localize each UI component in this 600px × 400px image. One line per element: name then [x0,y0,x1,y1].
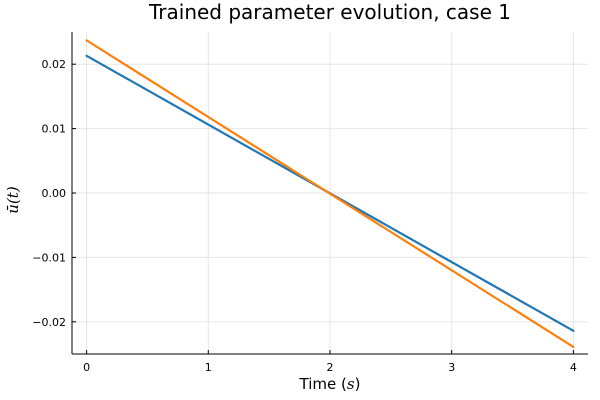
x-axis-label-unit: s [347,375,355,393]
y-axis-label: ū(t) [4,186,22,214]
y-tick-label-4: 0.02 [42,58,67,71]
y-tick-label-3: 0.01 [42,123,67,136]
x-tick-label-2: 2 [327,361,334,374]
ticks-layer: 0 1 2 3 4 −0.02 −0.01 0.00 0.01 0.02 [32,58,577,374]
x-tick-label-3: 3 [448,361,455,374]
y-tick-label-0: −0.02 [32,316,66,329]
x-tick-label-1: 1 [205,361,212,374]
y-tick-label-1: −0.01 [32,251,66,264]
series-layer [85,39,575,349]
x-axis-label: Time (s) [299,375,361,393]
x-axis-label-close: ) [355,375,361,393]
chart-title: Trained parameter evolution, case 1 [148,0,511,24]
x-axis-label-text: Time ( [299,375,347,393]
x-tick-label-4: 4 [570,361,577,374]
y-tick-label-2: 0.00 [42,187,67,200]
series-line-2 [85,39,575,349]
x-tick-label-0: 0 [83,361,90,374]
grid-layer [72,32,588,354]
